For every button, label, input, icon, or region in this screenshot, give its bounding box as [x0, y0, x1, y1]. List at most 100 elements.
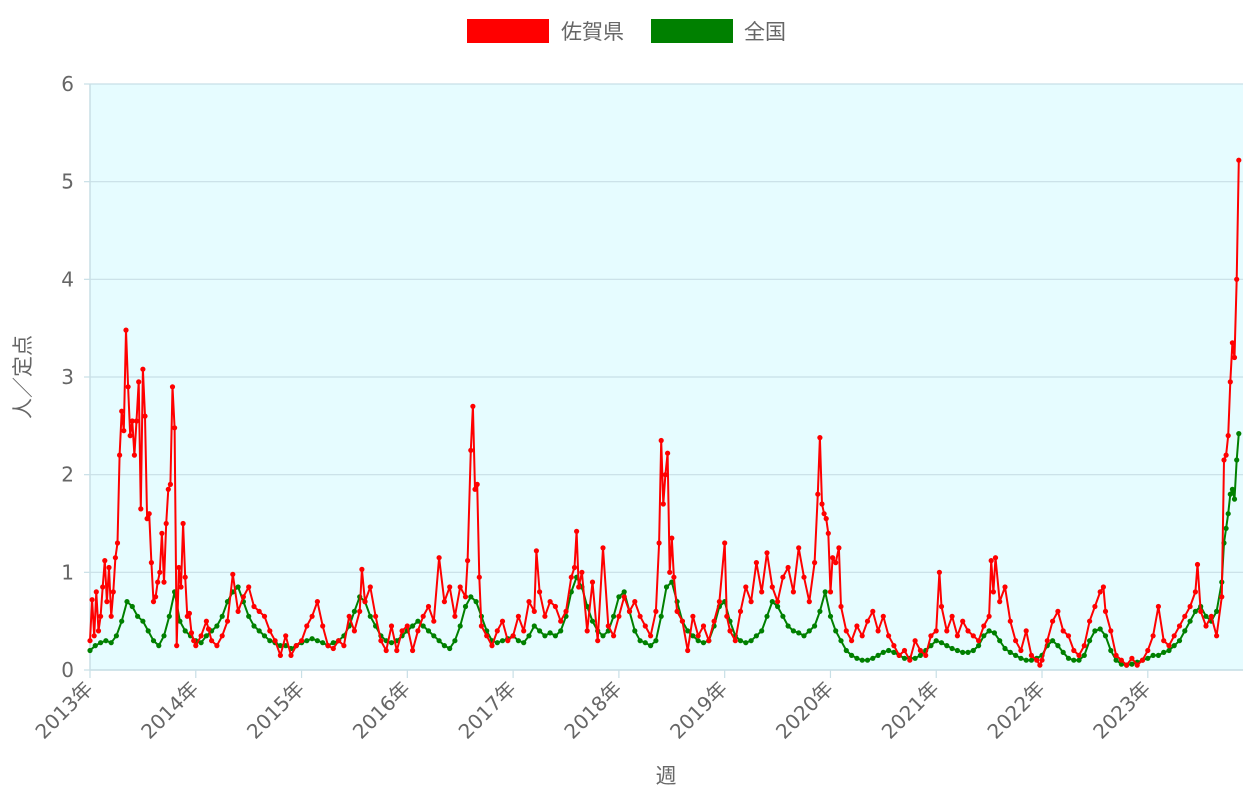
data-point [246, 613, 252, 619]
data-point [410, 623, 416, 629]
data-point [336, 638, 342, 644]
data-point [531, 623, 537, 629]
data-point [399, 628, 405, 634]
data-point [219, 633, 225, 639]
data-point [1071, 647, 1077, 654]
x-tick-label: 2022年 [982, 677, 1049, 744]
data-point [441, 643, 447, 649]
data-point [1002, 584, 1008, 590]
data-point [209, 638, 215, 644]
data-point [362, 599, 368, 605]
data-point [473, 599, 479, 605]
data-point [1097, 589, 1103, 595]
data-point [129, 603, 135, 610]
data-point [827, 589, 834, 595]
data-point [1050, 638, 1056, 644]
data-point [669, 535, 675, 541]
data-point [1060, 649, 1066, 656]
data-point [1139, 657, 1146, 663]
data-point [457, 623, 463, 629]
data-point [484, 633, 490, 639]
data-point [203, 618, 209, 624]
data-point [547, 630, 553, 636]
data-point [854, 623, 860, 629]
data-point [737, 608, 744, 615]
data-point [156, 643, 162, 649]
data-point [632, 599, 638, 605]
data-point [812, 560, 818, 566]
data-point [119, 408, 125, 414]
data-point [489, 643, 495, 649]
data-point [1092, 603, 1098, 610]
data-point [1037, 662, 1043, 668]
data-point [1097, 626, 1103, 632]
data-point [420, 613, 426, 619]
data-point [817, 608, 823, 615]
data-point [690, 613, 696, 619]
data-point [759, 628, 765, 634]
data-point [1087, 638, 1093, 644]
data-point [653, 638, 659, 644]
data-point [1225, 433, 1231, 439]
data-point [150, 599, 157, 605]
data-point [1129, 655, 1135, 661]
data-point [309, 636, 315, 642]
data-point [1182, 613, 1188, 619]
data-point [1203, 623, 1209, 629]
data-point [235, 608, 241, 615]
data-point [621, 594, 627, 600]
data-point [1187, 603, 1193, 610]
data-point [801, 633, 807, 639]
data-point [775, 603, 781, 610]
y-tick-label: 3 [61, 365, 74, 389]
data-point [700, 640, 707, 646]
data-point [288, 652, 294, 659]
data-point [1198, 608, 1204, 615]
data-point [833, 628, 839, 634]
data-point [605, 623, 611, 629]
data-point [457, 584, 463, 590]
data-point [880, 649, 886, 656]
data-point [637, 638, 643, 644]
data-point [819, 501, 825, 507]
data-point [595, 638, 601, 644]
data-point [172, 425, 178, 431]
data-point [648, 643, 654, 649]
data-point [1018, 647, 1024, 654]
data-point [1028, 652, 1034, 659]
data-point [724, 613, 730, 619]
data-point [965, 628, 971, 634]
legend[interactable]: 佐賀県 全国 [467, 19, 786, 44]
data-point [637, 613, 643, 619]
data-point [571, 564, 578, 571]
legend-item-saga[interactable]: 佐賀県 [467, 19, 624, 44]
data-point [753, 560, 760, 566]
data-point [1223, 452, 1229, 458]
data-point [410, 647, 416, 654]
data-point [912, 655, 918, 661]
data-point [748, 638, 754, 644]
legend-item-national[interactable]: 全国 [651, 19, 786, 44]
data-point [277, 652, 283, 659]
data-point [505, 638, 511, 644]
data-point [1155, 652, 1161, 659]
x-tick-label: 2019年 [665, 677, 732, 744]
data-point [256, 628, 262, 634]
data-point [131, 452, 137, 458]
data-point [976, 643, 982, 649]
data-point [1236, 431, 1242, 437]
data-point [1176, 638, 1183, 644]
data-point [425, 603, 432, 610]
data-point [886, 647, 892, 654]
x-tick-label: 2016年 [348, 677, 415, 744]
data-point [954, 633, 961, 639]
data-point [117, 452, 123, 458]
data-point [838, 603, 844, 610]
data-point [167, 481, 173, 487]
data-point [1219, 594, 1225, 600]
data-point [330, 640, 336, 646]
data-point [843, 628, 849, 634]
data-point [870, 608, 876, 615]
data-point [468, 447, 474, 453]
data-point [102, 558, 108, 564]
